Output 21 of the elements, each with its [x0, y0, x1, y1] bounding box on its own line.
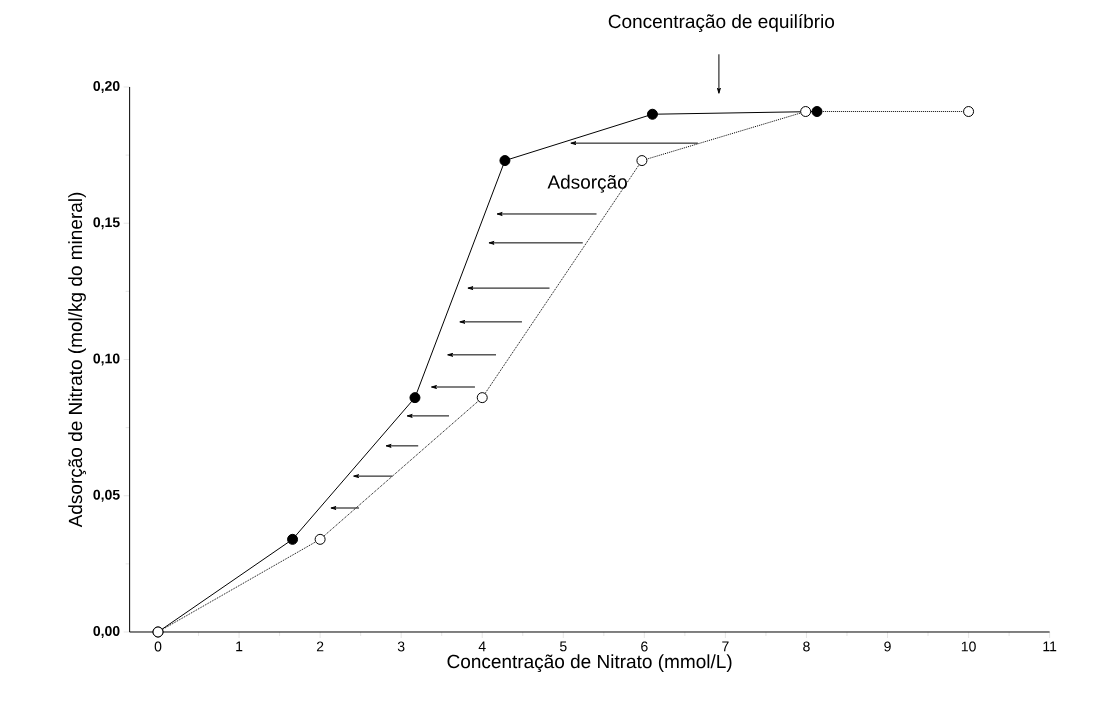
y-tick-label: 0,00	[93, 626, 120, 638]
x-tick-label: 8	[803, 641, 810, 652]
x-tick-label: 4	[478, 641, 486, 652]
x-tick-label: 11	[1043, 641, 1057, 652]
y-tick-label: 0,20	[93, 81, 120, 93]
y-tick-label: 0,10	[93, 353, 120, 366]
y-tick-label: 0,05	[93, 489, 120, 502]
text: Concentração de equilíbrio	[608, 13, 835, 32]
annotation: Adsorção	[547, 174, 627, 193]
x-tick-label: 2	[316, 641, 324, 652]
x-tick-label: 10	[961, 641, 976, 652]
x-tick-label: 7	[722, 641, 729, 652]
y-tick-label: 0,15	[93, 217, 120, 230]
y-axis-title: Adsorção de Nitrato (mol/kg do mineral)	[68, 192, 86, 528]
x-tick-label: 1	[236, 641, 243, 652]
x-tick-label: 0	[154, 641, 162, 652]
x-tick-label: 3	[397, 641, 405, 652]
x-axis-title: Concentração de Nitrato (mmol/L)	[447, 654, 732, 673]
x-tick-label: 9	[884, 641, 891, 652]
x-tick-label: 6	[641, 641, 648, 652]
x-tick-label: 5	[559, 641, 567, 652]
